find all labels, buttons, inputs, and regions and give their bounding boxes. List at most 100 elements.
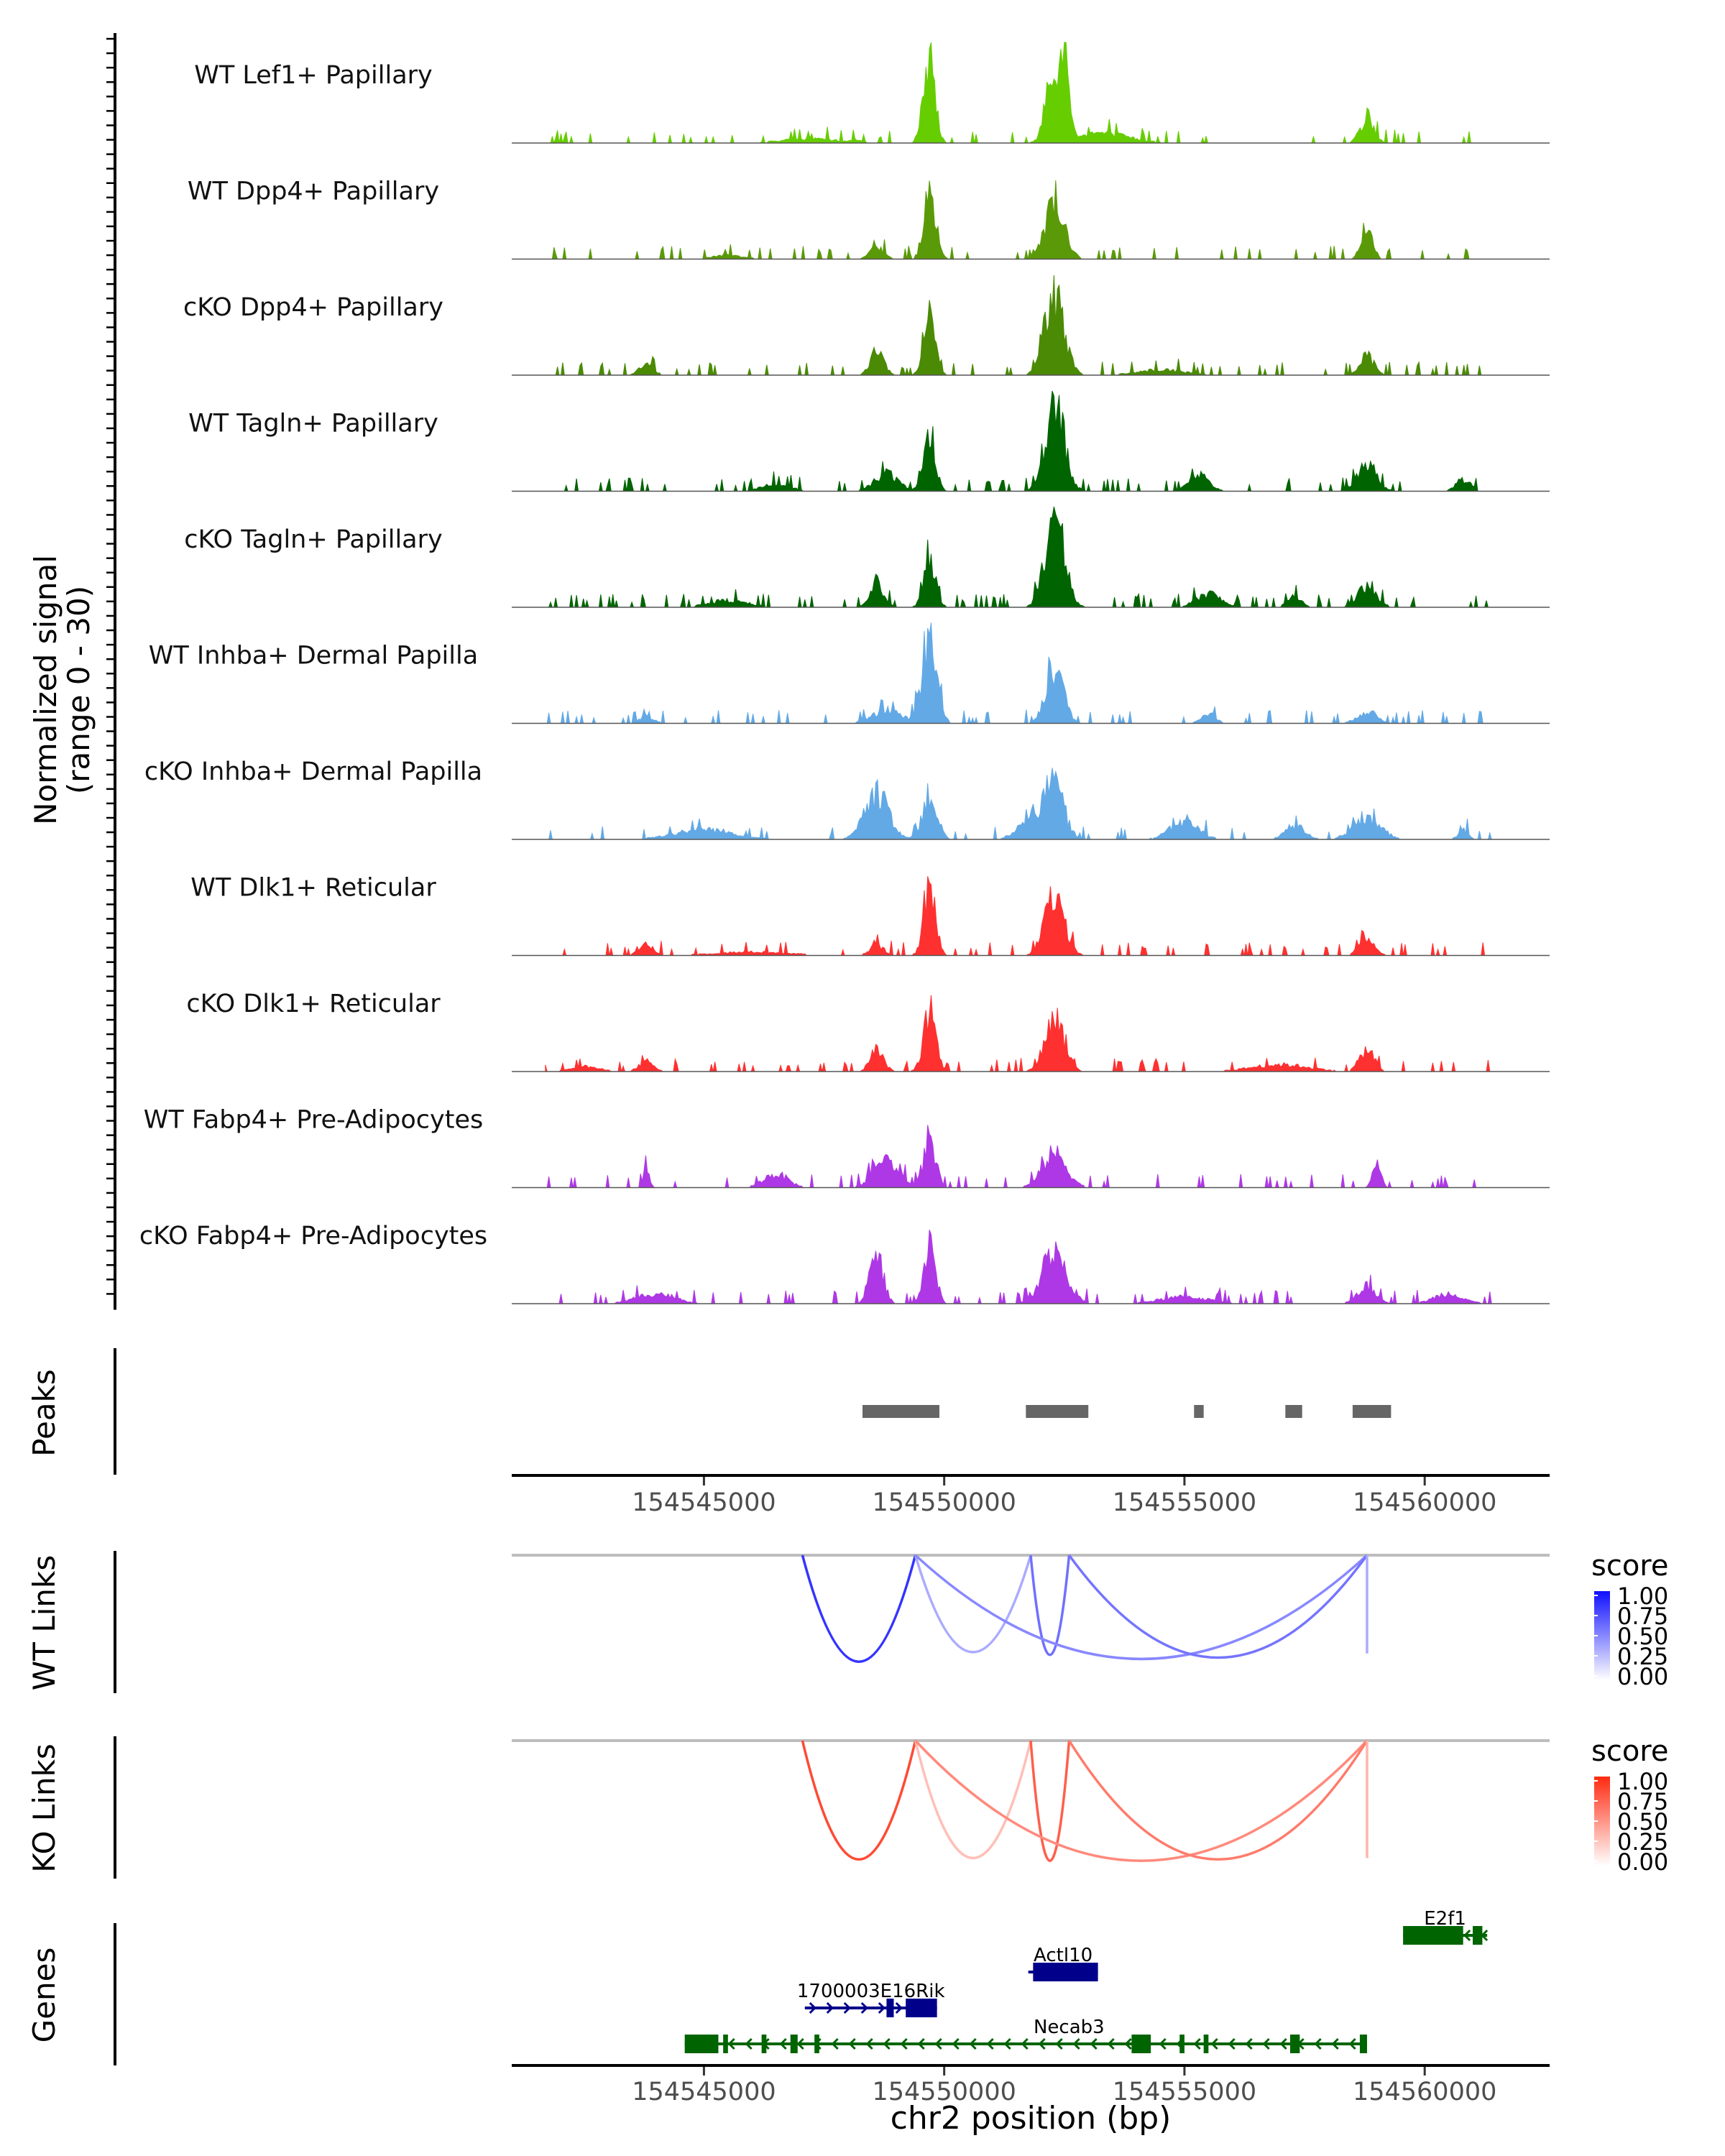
coverage-area [545, 180, 1492, 259]
gene-strand-arrow [1348, 2037, 1356, 2050]
gene-label: 1700003E16Rik [797, 1981, 945, 2002]
gene-strand-arrow [1141, 2037, 1149, 2050]
gene-strand-arrow [917, 2037, 925, 2050]
gene-strand-arrow [1072, 2037, 1080, 2050]
legend-tick-label: 0.25 [1617, 1828, 1668, 1856]
coverage-track: WT Inhba+ Dermal Papilla [149, 622, 1550, 725]
coverage-track-label: WT Fabp4+ Pre-Adipocytes [144, 1106, 483, 1135]
gene-strand-arrow [809, 2001, 816, 2014]
x-tick-label: 154555000 [1113, 1488, 1256, 1517]
gene-strand-arrow [1107, 2037, 1115, 2050]
gene-strand-arrow [1428, 1929, 1437, 1942]
gene-strand-arrow [1038, 2037, 1046, 2050]
legend-colorbar [1594, 1591, 1610, 1680]
gene-strand-arrow [1245, 2037, 1253, 2050]
gene-exon [1359, 2035, 1367, 2053]
gene-exon [1179, 2035, 1184, 2053]
gene-exon [723, 2035, 728, 2053]
peak-region [1352, 1405, 1392, 1418]
wt-links-panel [512, 1554, 1550, 1663]
link-arc [1068, 1554, 1368, 1659]
link-arc [914, 1554, 1032, 1654]
coverage-track: cKO Dpp4+ Papillary [183, 275, 1550, 377]
coverage-area [545, 1230, 1492, 1305]
link-arc [801, 1740, 917, 1861]
gene-exon [790, 2035, 798, 2053]
gene-strand-arrow [1124, 2037, 1132, 2050]
gene-exon [1203, 2035, 1209, 2053]
gene-strand-arrow [1036, 1966, 1044, 1978]
x-tick-label: 154560000 [1353, 2078, 1496, 2106]
legend-tick-label: 0.00 [1617, 1663, 1668, 1690]
link-arc [1029, 1740, 1071, 1862]
coverage-track: WT Dlk1+ Reticular [190, 874, 1550, 957]
coverage-track: WT Lef1+ Papillary [194, 42, 1550, 144]
coverage-area [545, 768, 1492, 841]
legend-tick-label: 0.50 [1617, 1623, 1668, 1650]
coverage-track: WT Fabp4+ Pre-Adipocytes [144, 1106, 1550, 1189]
coverage-track: WT Tagln+ Papillary [188, 390, 1550, 492]
coverage-track-label: cKO Dlk1+ Reticular [186, 990, 441, 1018]
legend-title: score [1591, 1735, 1668, 1768]
gene-strand-arrow [848, 2037, 856, 2050]
gene-strand-arrow [1297, 2037, 1305, 2050]
gene-strand-arrow [843, 2001, 851, 2014]
peaks-track-label: Peaks [27, 1369, 62, 1457]
gene-strand-arrow [826, 2001, 834, 2014]
peak-region [1194, 1405, 1204, 1418]
gene-strand-arrow [865, 2037, 873, 2050]
gene-strand-arrow [952, 2037, 960, 2050]
gene-strand-arrow [796, 2037, 804, 2050]
coverage-y-axis [106, 33, 116, 1310]
gene-strand-arrow [814, 2037, 822, 2050]
x-tick-label: 154555000 [1113, 2078, 1256, 2106]
gene-strand-arrow [912, 2001, 920, 2014]
coverage-ylabel: Normalized signal [28, 555, 63, 825]
gene-strand-arrow [1193, 2037, 1201, 2050]
gene-strand-arrow [1411, 1929, 1420, 1942]
coverage-track: cKO Dlk1+ Reticular [186, 990, 1550, 1072]
gene-label: Actl10 [1034, 1945, 1092, 1966]
coverage-track: cKO Fabp4+ Pre-Adipocytes [139, 1222, 1550, 1305]
coverage-track-label: WT Lef1+ Papillary [194, 61, 433, 90]
coverage-track-label: WT Tagln+ Papillary [188, 410, 438, 438]
gene-strand-arrow [1210, 2037, 1218, 2050]
coverage-area [545, 995, 1492, 1072]
coverage-area [545, 275, 1492, 377]
link-arc [914, 1740, 1032, 1859]
gene-exon [1473, 1926, 1483, 1945]
coverage-track: cKO Tagln+ Papillary [184, 506, 1550, 608]
gene-strand-arrow [831, 2037, 839, 2050]
gene-strand-arrow [1159, 2037, 1167, 2050]
gene-strand-arrow [693, 2037, 701, 2050]
gene-model: 1700003E16Rik [797, 1981, 945, 2017]
gene-strand-arrow [986, 2037, 994, 2050]
ko-links-panel [512, 1739, 1550, 1862]
genes-panel: E2f1 Actl10 1700003E16Rik Necab3 [684, 1908, 1489, 2053]
legend-tick-label: 0.50 [1617, 1808, 1668, 1835]
x-tick-label: 154545000 [632, 2078, 776, 2106]
gene-strand-arrow [1055, 2037, 1063, 2050]
gene-strand-arrow [745, 2037, 753, 2050]
gene-strand-arrow [1463, 1929, 1471, 1942]
legend-colorbar [1594, 1777, 1610, 1866]
gene-model: E2f1 [1403, 1908, 1489, 1945]
gene-strand-arrow [895, 2001, 903, 2014]
gene-strand-arrow [1262, 2037, 1270, 2050]
gene-exon [886, 1999, 894, 2017]
peak-region [1026, 1405, 1089, 1418]
wt-links-track-label: WT Links [27, 1555, 62, 1690]
legend-title: score [1591, 1549, 1668, 1583]
gene-strand-arrow [1331, 2037, 1339, 2050]
coverage-area [545, 876, 1492, 957]
gene-strand-arrow [1003, 2037, 1011, 2050]
gene-exon [906, 1999, 937, 2017]
gene-strand-arrow [1445, 1929, 1454, 1942]
coverage-track-label: cKO Inhba+ Dermal Papilla [144, 757, 482, 786]
gene-strand-arrow [1021, 2037, 1029, 2050]
link-arc [914, 1739, 1368, 1862]
gene-strand-arrow [900, 2037, 908, 2050]
gene-label: Necab3 [1034, 2017, 1105, 2038]
